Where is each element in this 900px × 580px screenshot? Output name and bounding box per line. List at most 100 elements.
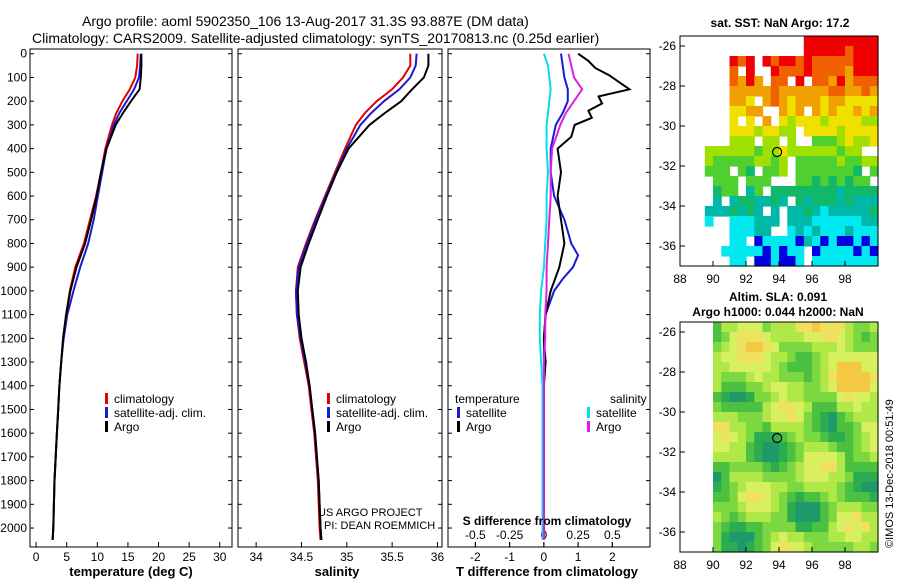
map-cell bbox=[729, 236, 739, 247]
map-cell bbox=[820, 442, 830, 453]
map-cell bbox=[754, 432, 764, 443]
map-cell bbox=[779, 382, 788, 393]
salinity-xlabel: salinity bbox=[315, 564, 361, 579]
map-cell bbox=[845, 492, 854, 503]
map-cell bbox=[779, 392, 788, 403]
map-cell bbox=[861, 342, 871, 353]
map-cell bbox=[770, 392, 780, 403]
map-cell bbox=[704, 166, 714, 177]
map-cell bbox=[746, 442, 755, 453]
map-cell bbox=[713, 206, 722, 217]
map-cell bbox=[820, 146, 830, 157]
map-cell bbox=[737, 236, 747, 247]
legend-swatch-climatology bbox=[327, 393, 330, 404]
map-cell bbox=[803, 462, 813, 473]
map-cell bbox=[746, 136, 755, 147]
project-annotation: US ARGO PROJECT bbox=[318, 507, 423, 519]
map-cell bbox=[762, 382, 772, 393]
map-cell bbox=[836, 76, 846, 87]
map-cell bbox=[795, 216, 805, 227]
map-cell bbox=[803, 86, 813, 97]
map-cell bbox=[721, 382, 731, 393]
map-cell bbox=[787, 342, 797, 353]
map-cell bbox=[861, 236, 871, 247]
map-cell bbox=[787, 492, 797, 503]
y-tick-label: -36 bbox=[659, 239, 677, 253]
map-cell bbox=[737, 362, 747, 373]
map-cell bbox=[828, 186, 838, 197]
map-cell bbox=[746, 362, 755, 373]
map-cell bbox=[845, 186, 854, 197]
map-cell bbox=[754, 402, 764, 413]
map-cell bbox=[803, 432, 813, 443]
map-cell bbox=[729, 156, 739, 167]
y-tick-label: 400 bbox=[7, 142, 27, 156]
map-cell bbox=[737, 522, 747, 533]
map-cell bbox=[820, 502, 830, 513]
map-cell bbox=[836, 106, 846, 117]
map-cell bbox=[803, 372, 813, 383]
map-cell bbox=[746, 126, 755, 137]
map-cell bbox=[779, 186, 788, 197]
map-cell bbox=[853, 106, 863, 117]
map-cell bbox=[861, 482, 871, 493]
map-cell bbox=[704, 146, 714, 157]
difference-panel: -2 -1 0 1 2-0.5 -0.25 0 0.25 0.5 T difference fr… bbox=[447, 48, 651, 579]
map-cell bbox=[746, 482, 755, 493]
map-cell bbox=[869, 156, 879, 167]
map-cell bbox=[795, 532, 805, 543]
map-cell bbox=[853, 36, 863, 47]
map-cell bbox=[754, 236, 764, 247]
map-cell bbox=[853, 256, 863, 267]
map-cell bbox=[787, 362, 797, 373]
map-cell bbox=[704, 206, 714, 217]
map-cell bbox=[812, 36, 821, 47]
map-cell bbox=[853, 362, 863, 373]
map-cell bbox=[812, 216, 821, 227]
sla-map-title-2: Argo h1000: 0.044 h2000: NaN bbox=[692, 305, 863, 319]
map-cell bbox=[845, 216, 854, 227]
x-tick-label: 0 bbox=[33, 550, 40, 564]
map-cell bbox=[704, 216, 714, 227]
y-tick-label: 0 bbox=[20, 47, 27, 61]
map-cell bbox=[729, 442, 739, 453]
map-cell bbox=[779, 96, 788, 107]
map-cell bbox=[754, 226, 764, 237]
map-cell bbox=[861, 332, 871, 343]
map-cell bbox=[861, 136, 871, 147]
map-cell bbox=[836, 176, 846, 187]
map-cell bbox=[869, 136, 879, 147]
s-difference-xlabel: S difference from climatology bbox=[463, 514, 632, 528]
map-cell bbox=[861, 362, 871, 373]
map-cell bbox=[812, 392, 821, 403]
map-cell bbox=[762, 196, 772, 207]
map-cell bbox=[803, 56, 813, 67]
map-cell bbox=[803, 392, 813, 403]
map-cell bbox=[787, 472, 797, 483]
map-cell bbox=[812, 372, 821, 383]
map-cell bbox=[861, 106, 871, 117]
legend-label-argo: Argo bbox=[336, 420, 362, 434]
map-cell bbox=[795, 462, 805, 473]
map-cell bbox=[729, 462, 739, 473]
map-cell bbox=[836, 332, 846, 343]
y-tick-label: 1400 bbox=[0, 379, 27, 393]
map-cell bbox=[721, 166, 731, 177]
map-cell bbox=[737, 156, 747, 167]
map-cell bbox=[812, 166, 821, 177]
map-cell bbox=[787, 482, 797, 493]
x-tick-label: -1 bbox=[504, 550, 515, 564]
map-cell bbox=[861, 462, 871, 473]
map-cell bbox=[737, 206, 747, 217]
map-cell bbox=[787, 372, 797, 383]
map-cell bbox=[803, 116, 813, 127]
y-tick-label: -26 bbox=[659, 325, 677, 339]
map-cell bbox=[779, 106, 788, 117]
map-cell bbox=[787, 146, 797, 157]
map-cell bbox=[836, 206, 846, 217]
map-cell bbox=[746, 412, 755, 423]
map-cell bbox=[737, 422, 747, 433]
map-cell bbox=[754, 412, 764, 423]
map-cell bbox=[746, 176, 755, 187]
